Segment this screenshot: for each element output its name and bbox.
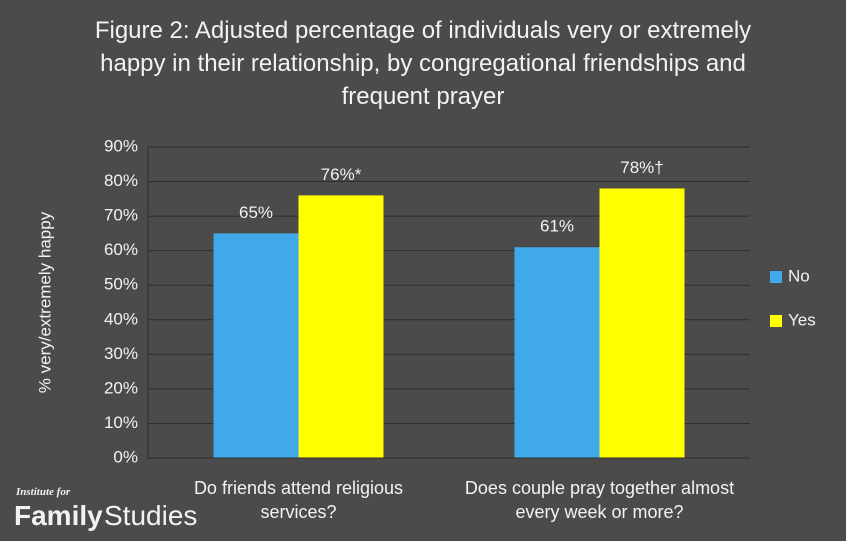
- x-tick-label: Does couple pray together almost every w…: [464, 478, 735, 522]
- value-label: 65%: [239, 203, 273, 222]
- bar: [514, 247, 600, 458]
- legend-swatch: [770, 271, 782, 283]
- legend-label: No: [788, 266, 810, 285]
- y-tick-label: 60%: [104, 240, 138, 259]
- legend-label: Yes: [788, 310, 816, 329]
- y-tick-label: 20%: [104, 378, 138, 397]
- bar: [298, 195, 384, 458]
- logo-text: Family: [14, 500, 103, 531]
- y-axis-label: % very/extremely happy: [35, 211, 54, 393]
- y-tick-label: 80%: [104, 171, 138, 190]
- y-tick-label: 40%: [104, 309, 138, 328]
- y-tick-label: 0%: [113, 447, 138, 466]
- bar: [599, 188, 685, 458]
- y-tick-label: 70%: [104, 206, 138, 225]
- y-tick-label: 10%: [104, 413, 138, 432]
- y-tick-label: 90%: [104, 136, 138, 155]
- legend-swatch: [770, 315, 782, 327]
- y-tick-label: 30%: [104, 344, 138, 363]
- logo-text: Institute for: [16, 486, 71, 498]
- y-tick-label: 50%: [104, 275, 138, 294]
- value-label: 61%: [540, 217, 574, 236]
- logo-text: Studies: [104, 500, 198, 531]
- x-tick-label: Do friends attend religious services?: [193, 478, 404, 522]
- value-label: 78%†: [620, 158, 663, 177]
- value-label: 76%*: [321, 165, 362, 184]
- bar: [213, 233, 299, 458]
- chart-title: Figure 2: Adjusted percentage of individ…: [94, 17, 752, 110]
